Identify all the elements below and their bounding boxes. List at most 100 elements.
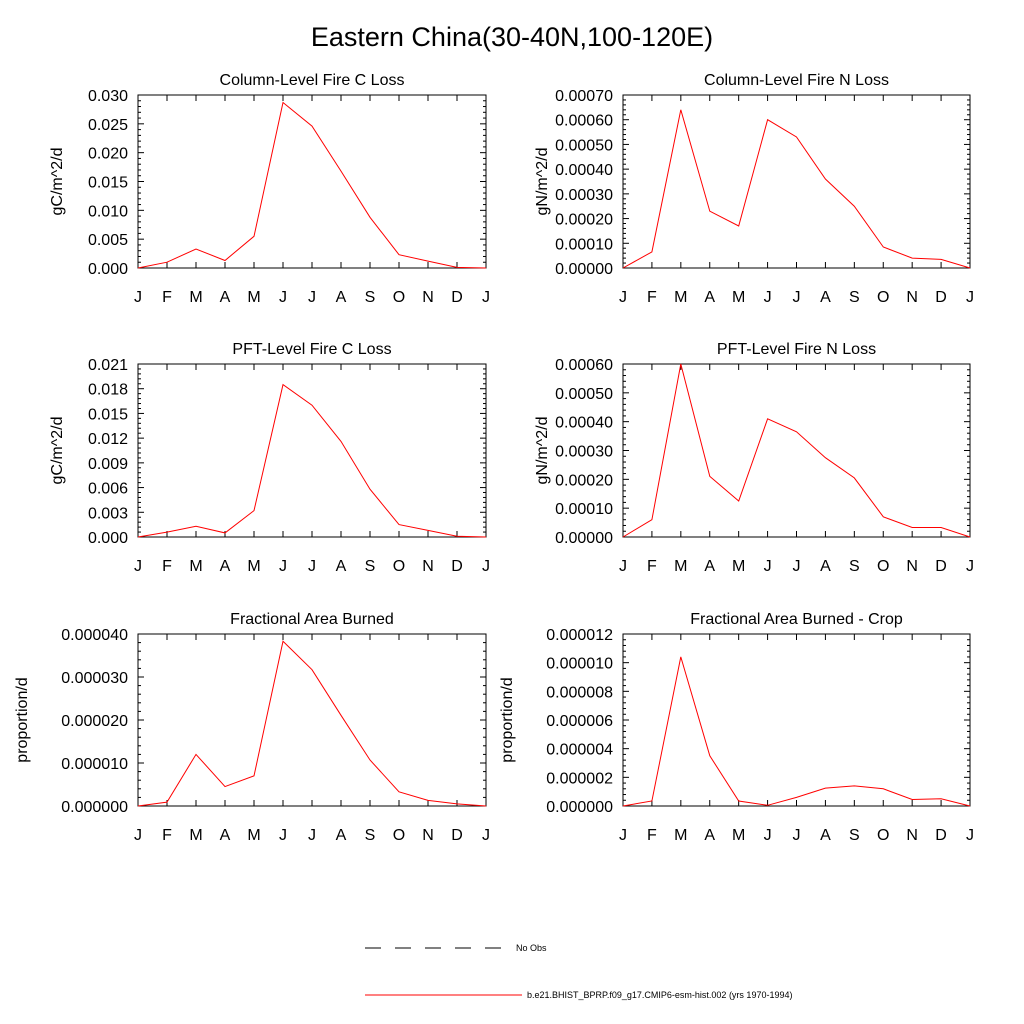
y-tick-label: 0.030 — [88, 88, 128, 105]
series-line — [137, 383, 487, 538]
y-tick-label: 0.025 — [88, 117, 128, 134]
x-tick-label: J — [966, 827, 974, 844]
x-tick-label: A — [336, 827, 347, 844]
x-tick-label: M — [247, 289, 260, 306]
x-tick-label: A — [820, 289, 831, 306]
x-tick-label: S — [849, 558, 860, 575]
y-axis-label: gN/m^2/d — [534, 417, 551, 485]
x-tick-label: M — [732, 289, 745, 306]
y-axis-label: gC/m^2/d — [49, 148, 66, 216]
y-tick-label: 0.00000 — [555, 261, 613, 278]
y-tick-label: 0.000002 — [546, 770, 613, 787]
y-axis-label: gC/m^2/d — [49, 417, 66, 485]
x-tick-label: F — [162, 289, 172, 306]
x-tick-label: J — [279, 289, 287, 306]
y-tick-label: 0.015 — [88, 406, 128, 423]
series-line — [622, 656, 971, 807]
y-tick-label: 0.003 — [88, 505, 128, 522]
plot-frame — [137, 94, 487, 269]
x-tick-label: M — [247, 827, 260, 844]
x-tick-label: J — [966, 558, 974, 575]
y-tick-label: 0.00040 — [555, 162, 613, 179]
x-tick-label: D — [935, 289, 947, 306]
x-tick-label: A — [704, 827, 715, 844]
y-tick-label: 0.006 — [88, 481, 128, 498]
x-tick-label: J — [619, 827, 627, 844]
y-tick-label: 0.005 — [88, 232, 128, 249]
figure-title: Eastern China(30-40N,100-120E) — [310, 22, 714, 52]
x-tick-label: N — [906, 558, 918, 575]
y-tick-label: 0.000 — [88, 530, 128, 547]
plot-frame — [622, 94, 971, 269]
y-tick-label: 0.000020 — [61, 713, 128, 730]
x-tick-label: J — [793, 558, 801, 575]
x-tick-label: A — [336, 558, 347, 575]
y-tick-label: 0.010 — [88, 203, 128, 220]
x-tick-label: J — [619, 289, 627, 306]
y-tick-label: 0.00020 — [555, 212, 613, 229]
y-tick-label: 0.012 — [88, 431, 128, 448]
y-tick-label: 0.000010 — [546, 656, 613, 673]
x-tick-label: J — [793, 289, 801, 306]
panel-title: PFT-Level Fire N Loss — [717, 341, 876, 358]
y-tick-label: 0.00050 — [555, 386, 613, 403]
panel-title: Column-Level Fire C Loss — [220, 72, 405, 89]
y-tick-label: 0.00030 — [555, 187, 613, 204]
plot-frame — [137, 633, 487, 807]
x-tick-label: F — [647, 558, 657, 575]
x-tick-label: A — [704, 289, 715, 306]
y-tick-label: 0.00020 — [555, 472, 613, 489]
x-tick-label: J — [966, 289, 974, 306]
y-tick-label: 0.00060 — [555, 357, 613, 374]
x-tick-label: N — [422, 827, 434, 844]
x-tick-label: M — [732, 558, 745, 575]
x-tick-label: J — [134, 289, 142, 306]
plot-frame — [622, 633, 971, 807]
y-tick-label: 0.00050 — [555, 137, 613, 154]
x-tick-label: F — [647, 827, 657, 844]
y-tick-label: 0.000 — [88, 261, 128, 278]
series-line — [622, 109, 971, 269]
y-tick-label: 0.00000 — [555, 530, 613, 547]
x-tick-label: N — [906, 289, 918, 306]
y-tick-label: 0.000040 — [61, 627, 128, 644]
x-tick-label: A — [704, 558, 715, 575]
x-tick-label: S — [849, 827, 860, 844]
x-tick-label: M — [674, 289, 687, 306]
y-axis-label: gN/m^2/d — [534, 148, 551, 216]
y-tick-label: 0.000006 — [546, 713, 613, 730]
x-tick-label: J — [793, 827, 801, 844]
x-tick-label: N — [906, 827, 918, 844]
x-tick-label: O — [393, 558, 405, 575]
x-tick-label: M — [189, 827, 202, 844]
y-tick-label: 0.00030 — [555, 444, 613, 461]
legend: No Obs b.e21.BHIST_BPRP.f09_g17.CMIP6-es… — [365, 943, 792, 1000]
x-tick-label: J — [764, 827, 772, 844]
x-tick-label: J — [308, 558, 316, 575]
panel-title: Column-Level Fire N Loss — [704, 72, 889, 89]
y-tick-label: 0.000000 — [61, 799, 128, 816]
x-tick-label: J — [308, 289, 316, 306]
x-tick-label: S — [365, 558, 376, 575]
x-tick-label: N — [422, 289, 434, 306]
x-tick-label: N — [422, 558, 434, 575]
x-tick-label: D — [935, 558, 947, 575]
y-tick-label: 0.009 — [88, 456, 128, 473]
x-tick-label: O — [877, 558, 889, 575]
x-tick-label: J — [134, 827, 142, 844]
x-tick-label: O — [393, 289, 405, 306]
legend-model-label: b.e21.BHIST_BPRP.f09_g17.CMIP6-esm-hist.… — [527, 990, 792, 1000]
panel-title: Fractional Area Burned - Crop — [690, 611, 903, 628]
x-tick-label: J — [482, 558, 490, 575]
y-tick-label: 0.000004 — [546, 742, 613, 759]
panel-title: Fractional Area Burned — [230, 611, 394, 628]
x-tick-label: S — [365, 289, 376, 306]
x-tick-label: J — [764, 289, 772, 306]
y-tick-label: 0.021 — [88, 357, 128, 374]
x-tick-label: A — [820, 827, 831, 844]
